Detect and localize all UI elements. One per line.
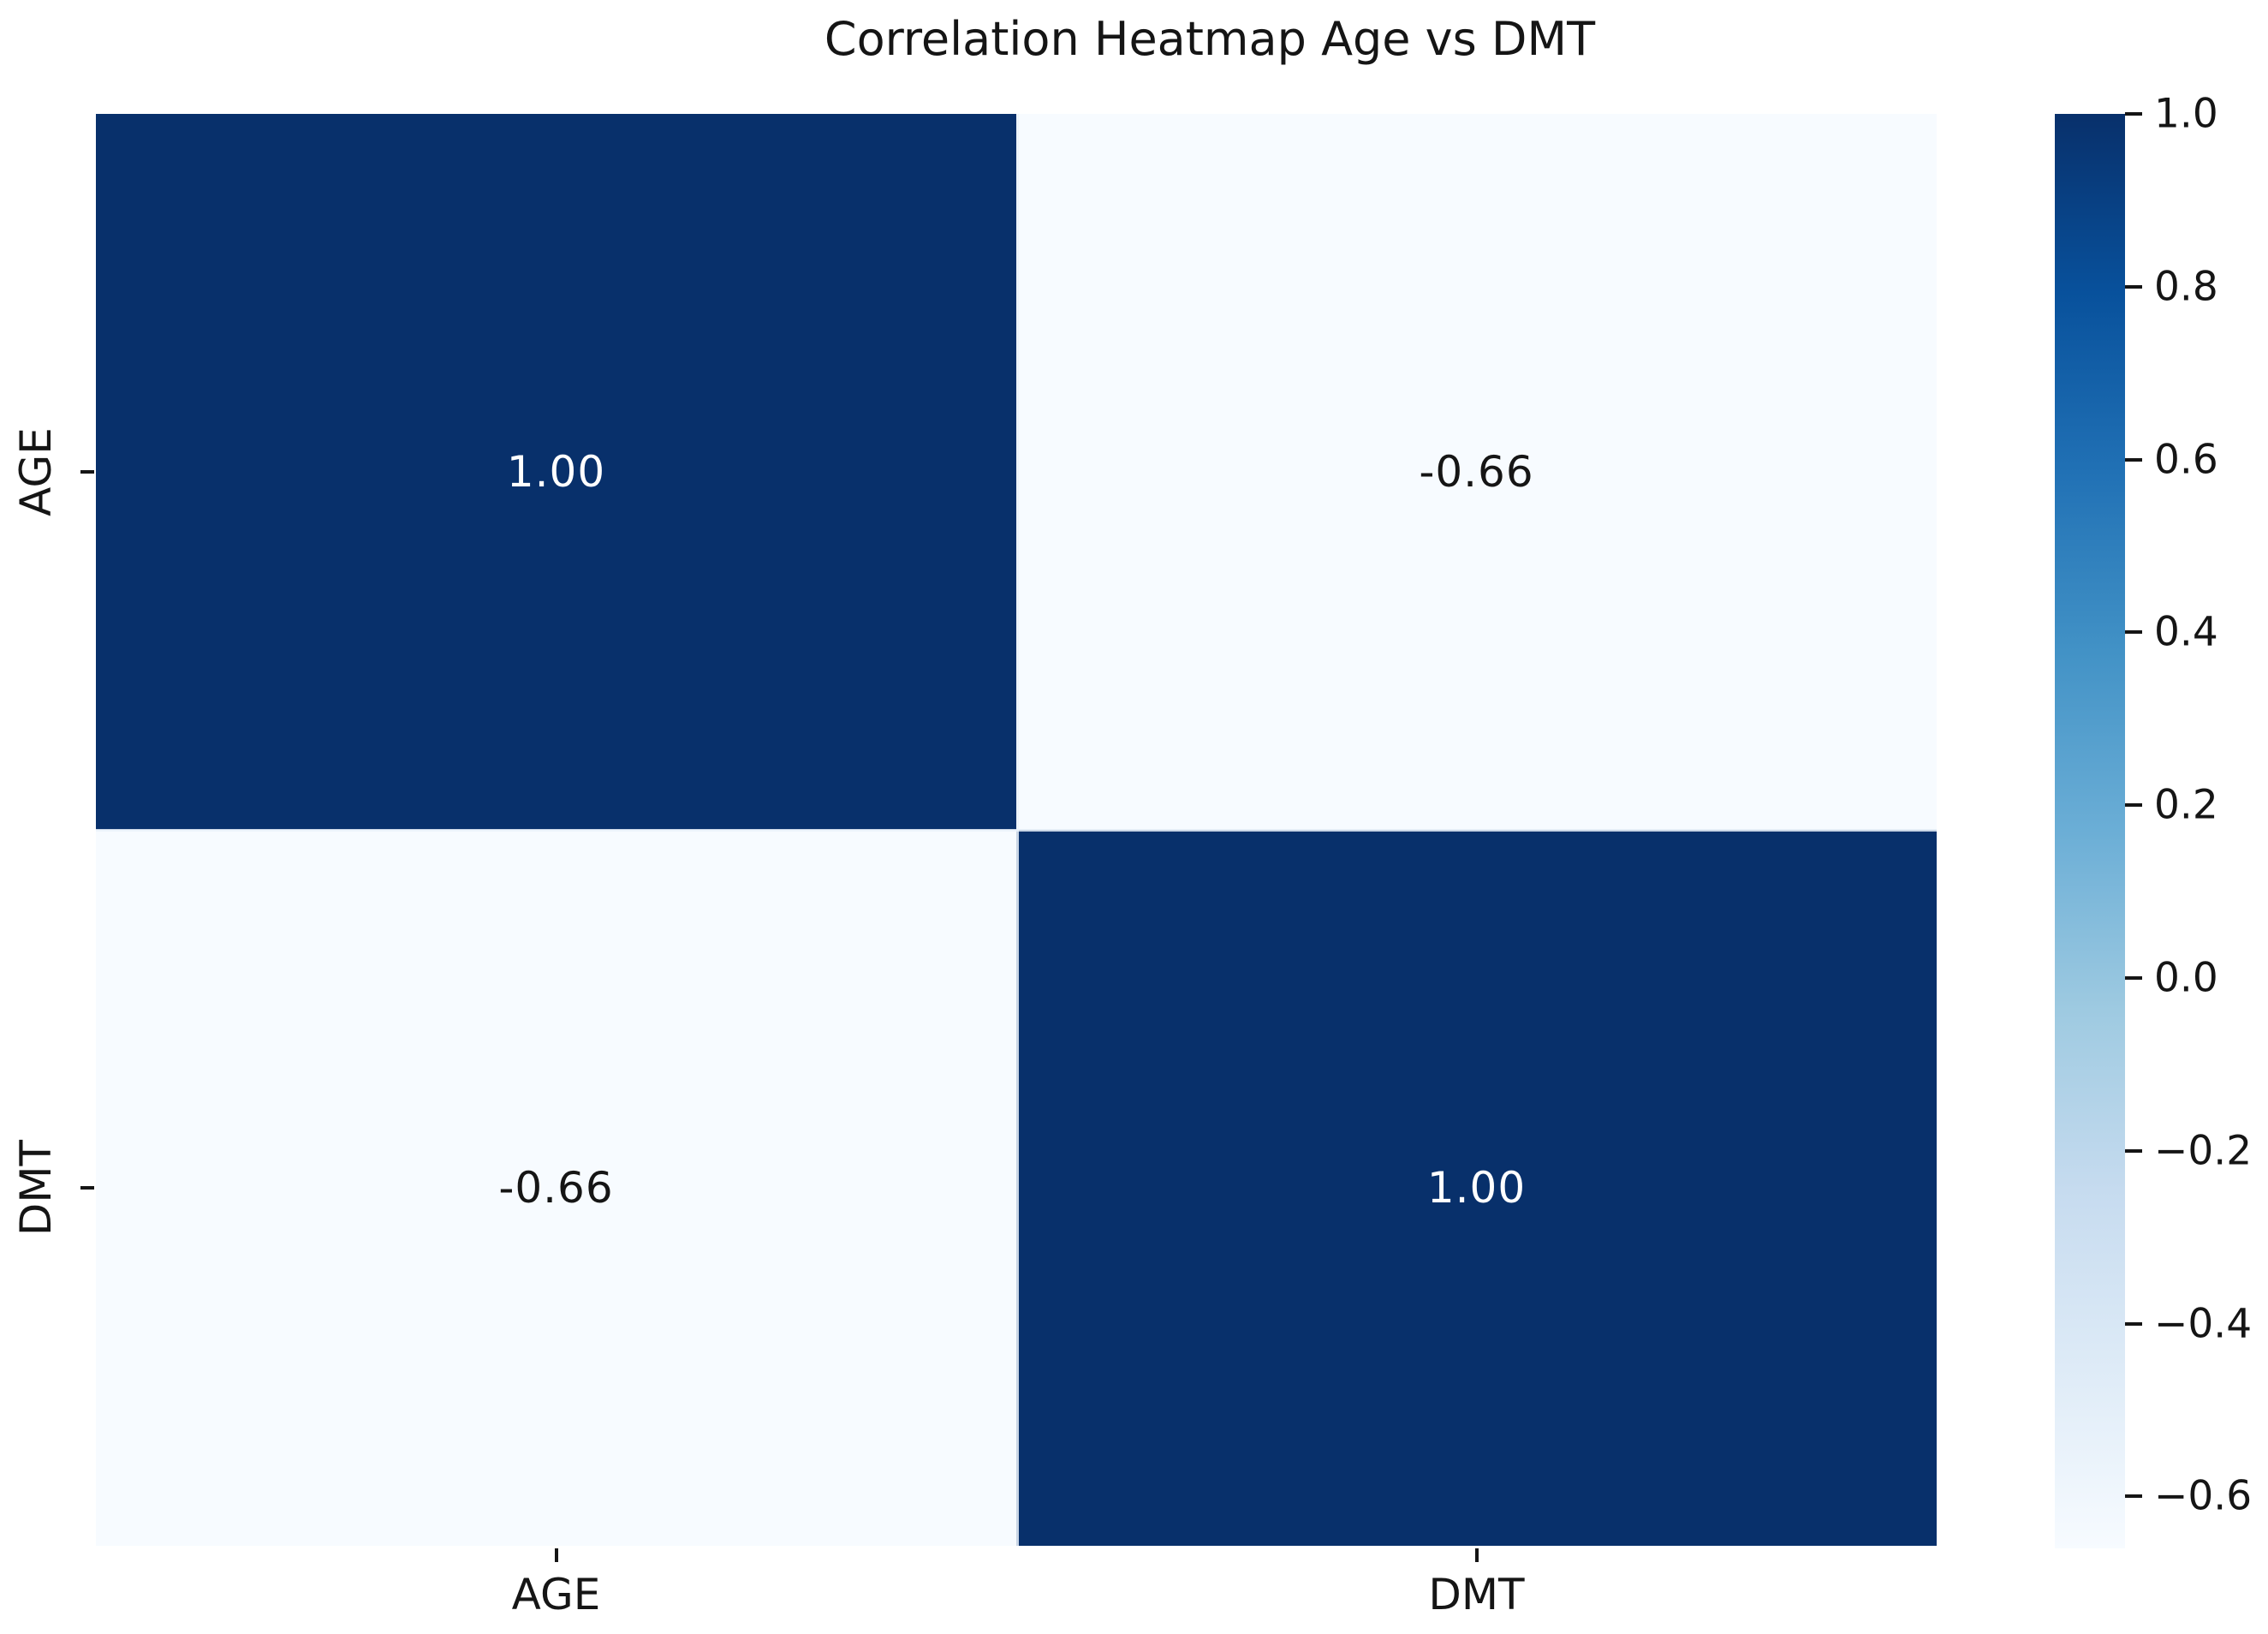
- cell-value-label: -0.66: [1419, 447, 1534, 497]
- y-tick-mark: [80, 1186, 94, 1190]
- y-tick-label-age: AGE: [11, 427, 61, 516]
- colorbar-tick-label-0.2: 0.2: [2154, 781, 2218, 829]
- y-tick-mark: [80, 470, 94, 474]
- colorbar-tick-mark: [2125, 112, 2142, 116]
- x-tick-label-dmt: DMT: [1428, 1570, 1525, 1619]
- colorbar-tick-mark: [2125, 1494, 2142, 1499]
- colorbar-tick-mark: [2125, 1321, 2142, 1326]
- colorbar-tick-label-0: 0.0: [2154, 954, 2218, 1002]
- colorbar-tick-label-1: 1.0: [2154, 90, 2218, 138]
- colorbar-tick-mark: [2125, 630, 2142, 635]
- heatmap-cell-age-dmt[interactable]: -0.66: [1016, 114, 1937, 830]
- y-tick-label-dmt: DMT: [11, 1139, 61, 1237]
- cell-value-label: 1.00: [1426, 1163, 1527, 1213]
- cell-value-label: -0.66: [498, 1163, 614, 1213]
- colorbar-tick-label--0.6: −0.6: [2154, 1472, 2253, 1520]
- colorbar-tick-mark: [2125, 803, 2142, 808]
- heatmap-cell-dmt-age[interactable]: -0.66: [96, 830, 1016, 1546]
- colorbar-tick-mark: [2125, 457, 2142, 462]
- colorbar-tick-label-0.4: 0.4: [2154, 608, 2218, 656]
- cell-value-label: 1.00: [506, 447, 606, 497]
- colorbar-tick-label--0.2: −0.2: [2154, 1127, 2253, 1175]
- colorbar-tick-mark: [2125, 976, 2142, 981]
- colorbar-tick-label-0.8: 0.8: [2154, 263, 2218, 311]
- heatmap-cell-dmt-dmt[interactable]: 1.00: [1016, 830, 1937, 1546]
- colorbar-tick-label-0.6: 0.6: [2154, 436, 2218, 484]
- x-tick-label-age: AGE: [511, 1570, 601, 1619]
- heatmap-cell-age-age[interactable]: 1.00: [96, 114, 1016, 830]
- x-tick-mark: [554, 1548, 558, 1562]
- x-tick-mark: [1474, 1548, 1479, 1562]
- chart-title: Correlation Heatmap Age vs DMT: [824, 12, 1596, 66]
- colorbar-tick-mark: [2125, 284, 2142, 289]
- colorbar-gradient: [2055, 114, 2125, 1548]
- colorbar-tick-label--0.4: −0.4: [2154, 1300, 2253, 1348]
- colorbar-tick-mark: [2125, 1148, 2142, 1153]
- heatmap-grid: 1.00 -0.66 -0.66 1.00: [96, 114, 1937, 1546]
